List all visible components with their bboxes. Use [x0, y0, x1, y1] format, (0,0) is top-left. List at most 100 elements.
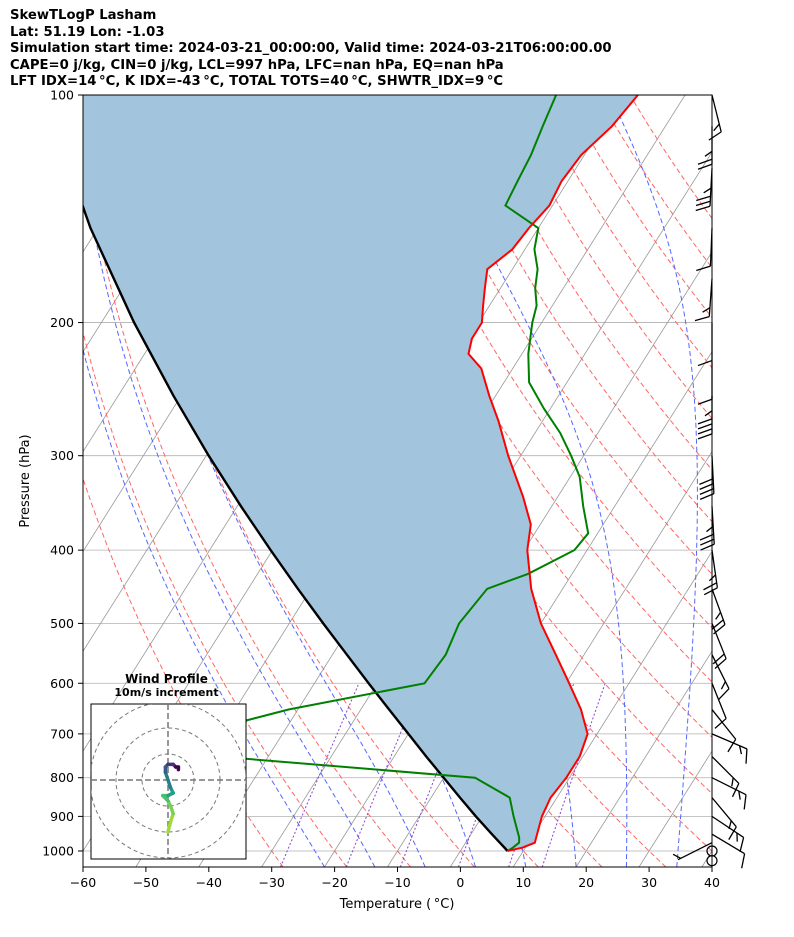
wind-barb-feather — [704, 410, 713, 417]
wind-barb — [694, 278, 713, 322]
wind-barb-feather — [731, 783, 740, 798]
hodograph-plot — [91, 704, 246, 859]
wind-barb-feather — [731, 777, 734, 787]
hodograph-title: Wind Profile — [125, 672, 208, 686]
x-tick-label: −10 — [384, 875, 410, 890]
y-tick-label: 800 — [50, 770, 74, 785]
wind-barb — [695, 168, 713, 212]
x-tick-label: −50 — [133, 875, 159, 890]
moist-adiabat — [83, 347, 325, 867]
wind-barb-feather — [697, 359, 713, 367]
wind-barb-feather — [702, 307, 711, 313]
temperature-line — [467, 95, 639, 852]
chart-header: SkewTLogP Lasham Lat: 51.19 Lon: -1.03 S… — [10, 8, 612, 91]
wind-barb-shaft — [709, 168, 713, 207]
y-tick-label: 500 — [50, 616, 74, 631]
wind-barb-shaft — [711, 777, 747, 796]
moist-adiabat — [609, 95, 698, 867]
wind-barb-feather — [713, 123, 720, 132]
profile-lines — [83, 95, 639, 852]
x-tick-label: −60 — [70, 875, 96, 890]
dry-adiabat — [368, 95, 712, 629]
wind-barb — [711, 733, 748, 764]
wind-barb — [711, 654, 730, 700]
wind-barb-shaft — [711, 654, 730, 689]
dry-adiabat — [401, 95, 712, 575]
wind-barb — [697, 126, 713, 170]
wind-barb-feather — [706, 525, 714, 533]
wind-barb-feather — [697, 428, 713, 435]
wind-barb — [703, 550, 719, 596]
wind-barb-shaft — [711, 455, 715, 494]
wind-barb — [708, 94, 722, 141]
wind-barb-feather — [697, 163, 713, 170]
wind-barb-feather — [699, 533, 714, 541]
wind-barb-feather — [695, 200, 711, 207]
wind-barb-feather — [718, 688, 730, 700]
wind-barb-shaft — [708, 278, 713, 317]
wind-barb-shaft — [711, 683, 727, 719]
wind-barb-feather — [703, 582, 717, 591]
wind-barb — [711, 588, 726, 635]
wind-barb-feather — [672, 853, 681, 859]
wind-barb-feather — [715, 611, 722, 620]
wind-barb-calm — [706, 845, 718, 857]
wind-barb-feather — [728, 820, 732, 830]
wind-barb-feather — [699, 488, 714, 495]
wind-barb-shaft — [711, 815, 744, 839]
wind-barb-feather — [708, 574, 716, 582]
dry-adiabat — [83, 330, 348, 867]
x-tick-label: 10 — [515, 875, 531, 890]
wind-barb — [711, 777, 747, 810]
y-tick-label: 700 — [50, 726, 74, 741]
wind-barb-feather — [699, 483, 714, 490]
wind-barb-feather — [739, 837, 745, 853]
wind-barb-feather — [741, 853, 746, 869]
isotherm-line — [324, 251, 712, 867]
wind-barb-feather — [738, 791, 741, 800]
wind-barb-feather — [700, 543, 715, 551]
wind-barb-feather — [738, 745, 743, 755]
isotherm-line — [638, 750, 712, 867]
wind-barb — [711, 709, 737, 753]
wind-barb-feather — [696, 195, 711, 202]
time-line: Simulation start time: 2024-03-21_00:00:… — [10, 41, 612, 57]
wind-barb-feather — [700, 538, 715, 546]
wind-barb — [711, 833, 746, 869]
wind-barb-shaft — [711, 550, 719, 588]
wind-barb-feather — [697, 398, 713, 405]
wind-barb-shaft — [711, 756, 740, 784]
wind-barb-feather — [703, 187, 712, 194]
wind-barb-feather — [720, 681, 726, 690]
wind-barb-feather — [708, 131, 722, 141]
wind-barbs — [672, 94, 748, 869]
y-tick-label: 300 — [50, 448, 74, 463]
x-tick-label: 40 — [704, 875, 720, 890]
wind-barb — [711, 756, 740, 798]
cape-line: CAPE=0 j/kg, CIN=0 j/kg, LCL=997 hPa, LF… — [10, 57, 504, 73]
wind-barb-shaft — [711, 506, 715, 545]
wind-barb-feather — [712, 653, 725, 665]
index-line: LFT IDX=14 °C, K IDX=-43 °C, TOTAL TOTS=… — [10, 74, 504, 90]
parcel-line — [83, 203, 509, 852]
wind-barb-feather — [704, 150, 713, 157]
wind-barb — [696, 228, 713, 272]
dewpoint-line — [192, 95, 590, 852]
x-tick-label: 30 — [641, 875, 657, 890]
wind-barb — [672, 842, 713, 861]
wind-barb — [711, 815, 745, 853]
wind-barb-feather — [743, 794, 747, 810]
x-tick-label: 0 — [456, 875, 464, 890]
y-axis-label: Pressure (hPa) — [18, 434, 33, 527]
wind-barb-feather — [703, 587, 718, 596]
wind-barb-shaft — [711, 797, 737, 828]
wind-barb — [711, 797, 737, 840]
wind-barb — [697, 322, 713, 367]
wind-barb-feather — [745, 748, 748, 764]
wind-barb — [699, 506, 715, 551]
wind-barb-feather — [714, 658, 727, 670]
wind-barb-shaft — [711, 588, 726, 625]
dry-adiabat — [270, 95, 712, 795]
mixing-ratio-line — [280, 683, 360, 867]
